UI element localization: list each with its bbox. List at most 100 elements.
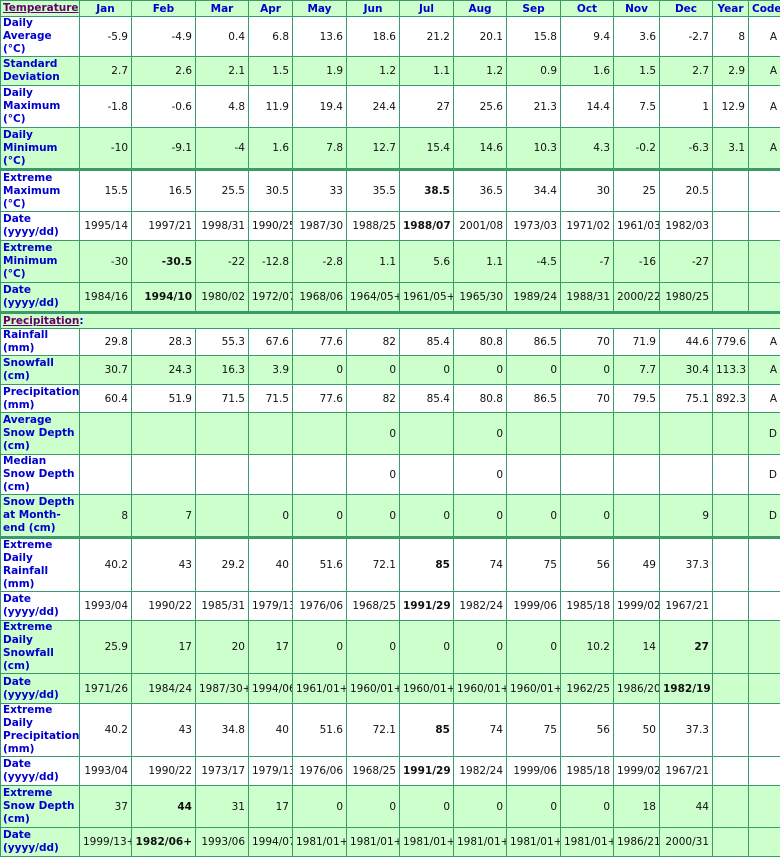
cell-nov: 1999/02 [614, 757, 660, 786]
cell-jun: 1981/01+ [347, 828, 400, 857]
cell-jul [400, 455, 454, 495]
column-header-oct: Oct [561, 1, 614, 17]
cell-nov: 79.5 [614, 385, 660, 413]
cell-dec: 9 [660, 495, 713, 538]
column-header-aug: Aug [454, 1, 507, 17]
cell-code [749, 592, 780, 621]
cell-aug: 74 [454, 704, 507, 757]
cell-oct: -7 [561, 241, 614, 283]
cell-year [713, 704, 749, 757]
cell-feb [132, 413, 196, 455]
cell-dec: 20.5 [660, 170, 713, 212]
cell-code: A [749, 329, 780, 356]
cell-mar: 1980/02 [196, 283, 249, 313]
row-label: Snow Depth at Month-end (cm) [1, 495, 80, 538]
cell-year [713, 212, 749, 241]
cell-year [713, 592, 749, 621]
cell-jun: 0 [347, 495, 400, 538]
cell-sep: -4.5 [507, 241, 561, 283]
cell-apr [249, 455, 293, 495]
cell-jul: 21.2 [400, 17, 454, 57]
cell-jan: 1984/16 [80, 283, 132, 313]
cell-jul [400, 413, 454, 455]
cell-jan: 25.9 [80, 621, 132, 674]
cell-feb: 44 [132, 786, 196, 828]
cell-code [749, 170, 780, 212]
cell-year [713, 674, 749, 704]
cell-feb: -9.1 [132, 128, 196, 170]
cell-apr: 0 [249, 495, 293, 538]
precipitation-link[interactable]: Precipitation [3, 315, 79, 327]
cell-oct: 70 [561, 385, 614, 413]
cell-jan: -30 [80, 241, 132, 283]
record-value: 1994/10 [144, 291, 192, 303]
cell-jan: 15.5 [80, 170, 132, 212]
cell-year: 113.3 [713, 356, 749, 385]
cell-mar: 4.8 [196, 86, 249, 128]
cell-oct: 1981/01+ [561, 828, 614, 857]
cell-dec: 2000/31 [660, 828, 713, 857]
cell-code: A [749, 128, 780, 170]
cell-code [749, 674, 780, 704]
record-value: 1982/06+ [136, 836, 192, 848]
temperature-section-header: Temperature: [1, 1, 80, 17]
cell-apr: 17 [249, 786, 293, 828]
cell-dec: 37.3 [660, 538, 713, 592]
cell-jul: 5.6 [400, 241, 454, 283]
cell-sep: 1989/24 [507, 283, 561, 313]
cell-nov: 25 [614, 170, 660, 212]
cell-year [713, 455, 749, 495]
cell-nov: 18 [614, 786, 660, 828]
cell-jul: 0 [400, 495, 454, 538]
cell-code [749, 283, 780, 313]
cell-sep: 0 [507, 495, 561, 538]
cell-feb: 2.6 [132, 57, 196, 86]
cell-jun: 18.6 [347, 17, 400, 57]
cell-jul: 15.4 [400, 128, 454, 170]
cell-code: D [749, 495, 780, 538]
cell-feb: -0.6 [132, 86, 196, 128]
cell-apr: 71.5 [249, 385, 293, 413]
cell-aug: 2001/08 [454, 212, 507, 241]
cell-dec: 1967/21 [660, 592, 713, 621]
cell-apr: 1979/13 [249, 757, 293, 786]
cell-may: 19.4 [293, 86, 347, 128]
cell-sep: 0.9 [507, 57, 561, 86]
cell-sep: 34.4 [507, 170, 561, 212]
cell-apr: 17 [249, 621, 293, 674]
record-value: -30.5 [162, 256, 192, 268]
cell-code: A [749, 57, 780, 86]
cell-oct: 30 [561, 170, 614, 212]
cell-jul: 27 [400, 86, 454, 128]
cell-apr [249, 413, 293, 455]
cell-nov: 7.7 [614, 356, 660, 385]
cell-mar: -22 [196, 241, 249, 283]
cell-code [749, 241, 780, 283]
cell-jun: 1960/01+ [347, 674, 400, 704]
cell-jul: 1961/05+ [400, 283, 454, 313]
cell-nov [614, 413, 660, 455]
cell-jun: 1964/05+ [347, 283, 400, 313]
cell-year: 12.9 [713, 86, 749, 128]
cell-nov: 1986/20 [614, 674, 660, 704]
cell-aug: 1981/01+ [454, 828, 507, 857]
temperature-link[interactable]: Temperature [3, 2, 79, 14]
column-header-may: May [293, 1, 347, 17]
cell-nov: 49 [614, 538, 660, 592]
cell-sep: 15.8 [507, 17, 561, 57]
cell-may: 77.6 [293, 329, 347, 356]
cell-jul: 1.1 [400, 57, 454, 86]
cell-apr: 67.6 [249, 329, 293, 356]
cell-jul: 1981/01+ [400, 828, 454, 857]
cell-year [713, 495, 749, 538]
precipitation-section-cell: Precipitation: [1, 313, 780, 329]
cell-aug: 80.8 [454, 385, 507, 413]
row-label: Extreme Minimum (°C) [1, 241, 80, 283]
row-label: Date (yyyy/dd) [1, 828, 80, 857]
column-header-code: Code [749, 1, 780, 17]
cell-apr: 40 [249, 704, 293, 757]
cell-jun: 12.7 [347, 128, 400, 170]
